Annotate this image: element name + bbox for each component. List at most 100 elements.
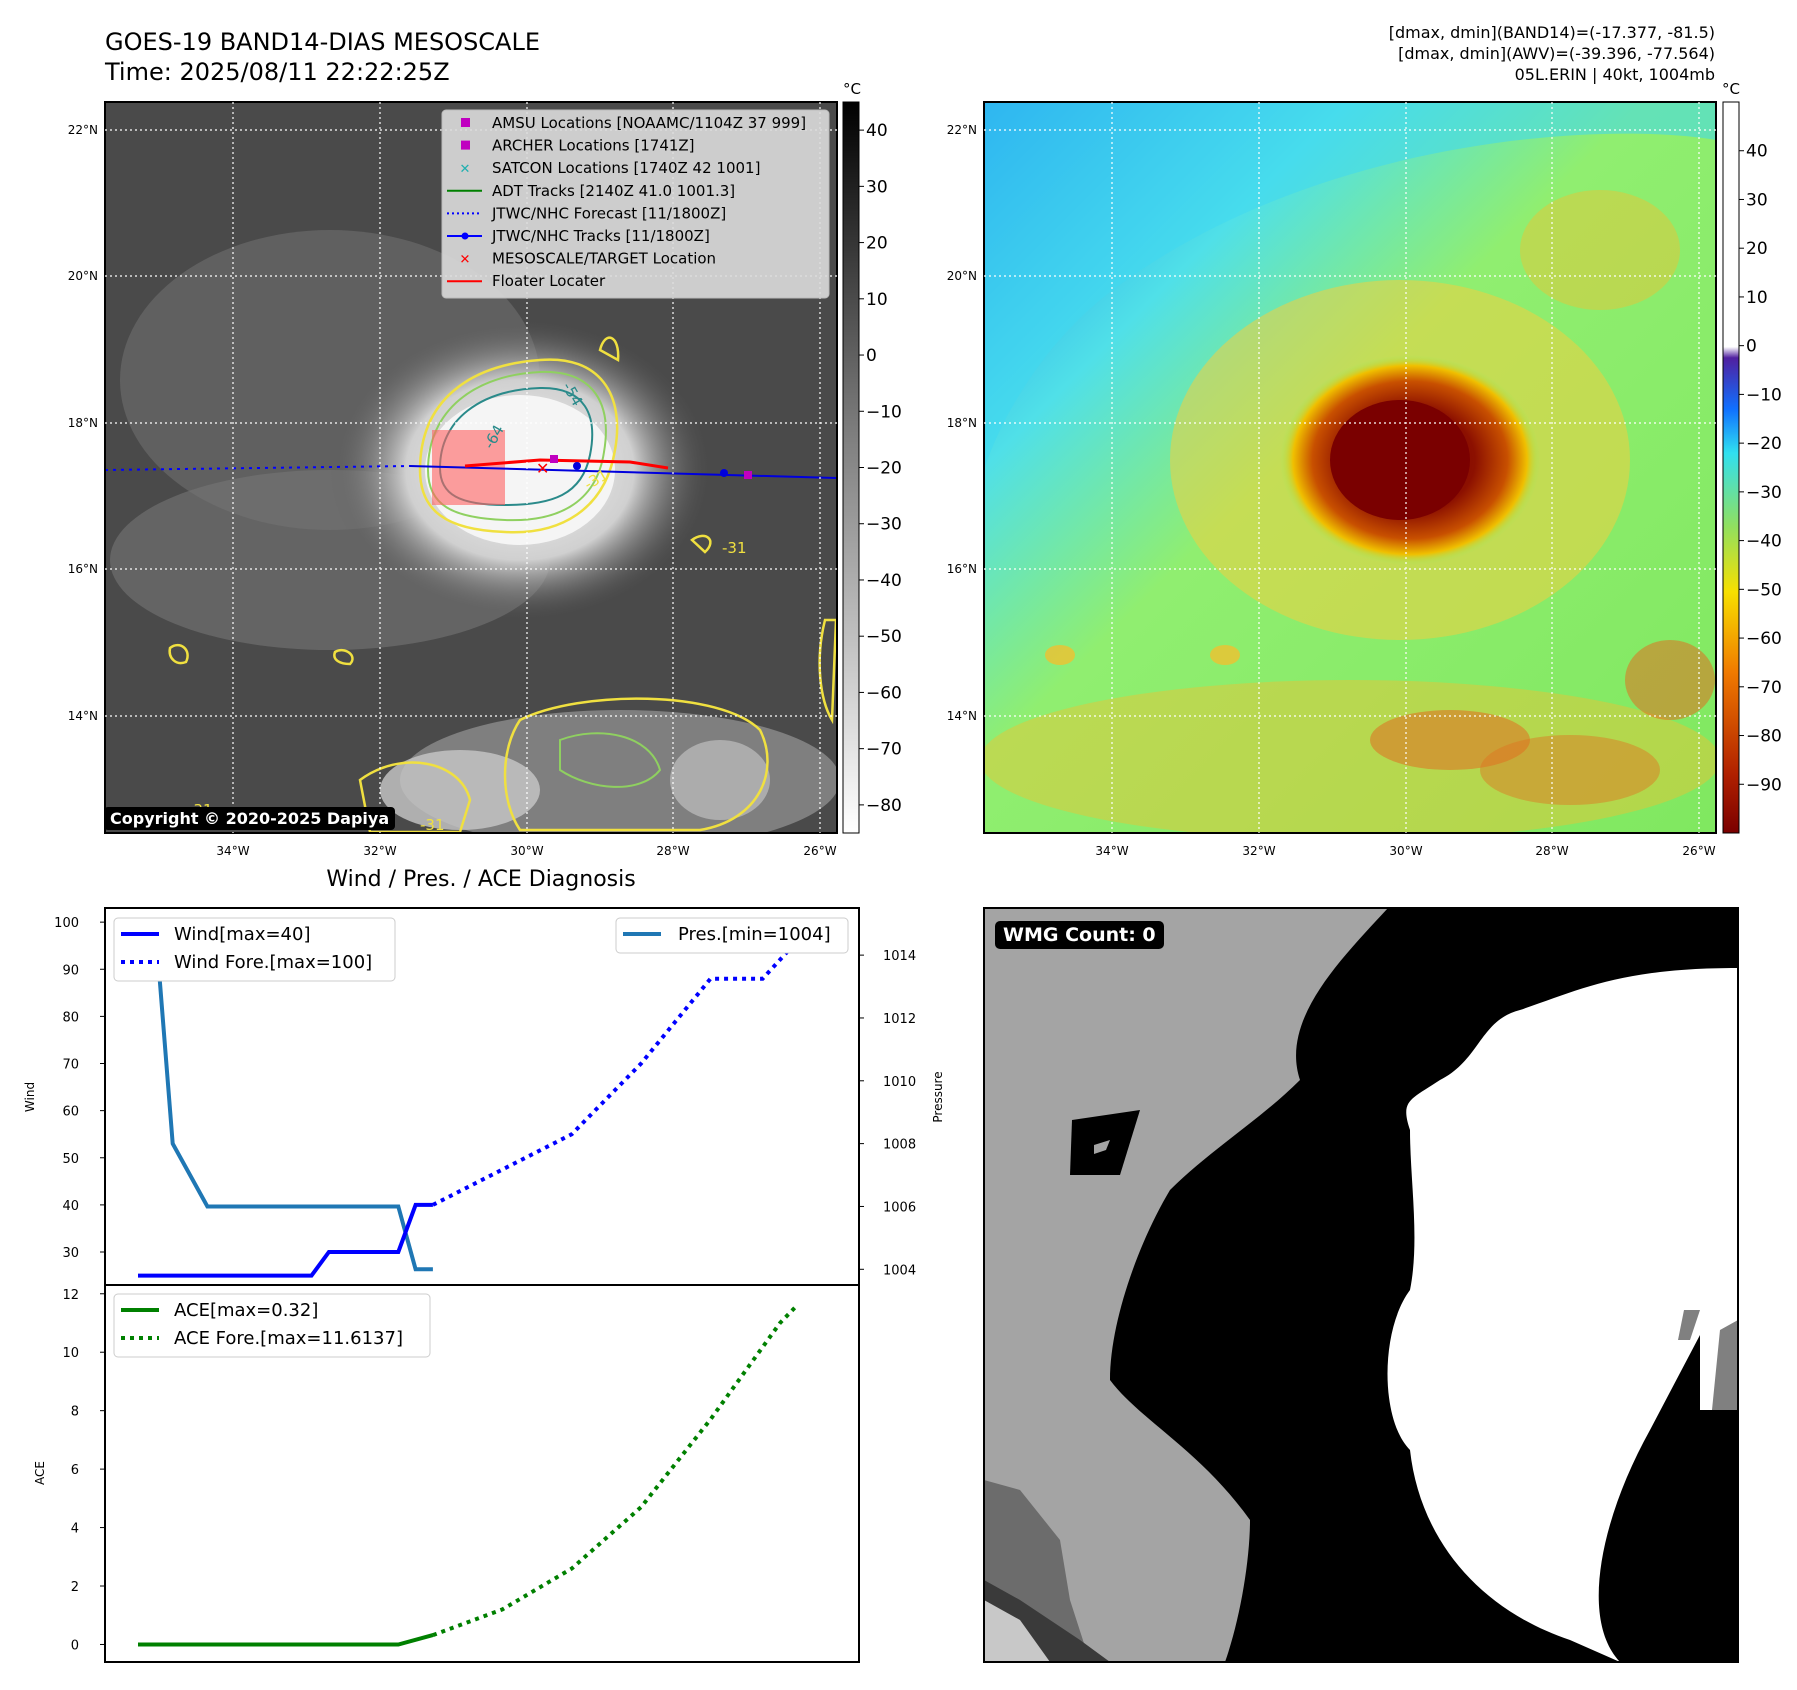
wind-tick-label: 100 xyxy=(54,916,79,931)
colorbar-tick-label: −80 xyxy=(1746,727,1782,747)
latitude-label: 16°N xyxy=(947,562,977,576)
map-legend-label: Floater Locater xyxy=(492,272,606,290)
longitude-label: 26°W xyxy=(803,844,836,858)
ir-map-panel: ✕ -64 -54 -31 -31 -31 -31 AMSU Locations… xyxy=(68,101,838,858)
ace-legend: ACE[max=0.32] ACE Fore.[max=11.6137] xyxy=(113,1293,431,1358)
latitude-label: 22°N xyxy=(68,123,98,137)
ace-chart: ACE 0 2 4 6 8 10 12 ACE[max=0.32] ACE Fore.[ma… xyxy=(33,1284,860,1663)
colorbar-tick-label: −70 xyxy=(866,740,902,760)
wind-tick-label: 30 xyxy=(62,1246,79,1261)
longitude-label: 32°W xyxy=(363,844,396,858)
ace-axis-label: ACE xyxy=(33,1461,47,1485)
wind-tick-label: 40 xyxy=(62,1199,79,1214)
pressure-legend: Pres.[min=1004] xyxy=(615,917,849,954)
pressure-axis-label: Pressure xyxy=(931,1071,945,1122)
colorbar-tick-label: −90 xyxy=(1746,775,1782,795)
legend-x-marker: ✕ xyxy=(460,253,471,268)
wind-tick-label: 60 xyxy=(62,1105,79,1120)
latitude-label: 14°N xyxy=(947,709,977,723)
map-legend-entry: ARCHER Locations [1741Z] xyxy=(461,137,695,155)
ace-tick-label: 6 xyxy=(71,1463,79,1478)
wind-forecast-line xyxy=(431,920,817,1207)
floater-line xyxy=(464,458,669,470)
latitude-label: 18°N xyxy=(947,416,977,430)
colorbar-tick-label: −60 xyxy=(1746,629,1782,649)
colorbar-tick-label: 30 xyxy=(1746,190,1768,210)
map-legend-entry: ✕ SATCON Locations [1740Z 42 1001] xyxy=(460,159,761,177)
map-legend-entry: Floater Locater xyxy=(447,272,606,290)
colorbar-tick-label: −30 xyxy=(1746,483,1782,503)
forecast-track-line xyxy=(105,465,411,471)
map-legend-label: AMSU Locations [NOAAMC/1104Z 37 999] xyxy=(492,114,806,132)
ace-tick-label: 2 xyxy=(71,1580,79,1595)
colorbar-tick-label: −50 xyxy=(1746,580,1782,600)
wind-tick-label: 50 xyxy=(62,1152,79,1167)
colorbar-tick-label: 40 xyxy=(1746,142,1768,162)
pressure-tick-label: 1014 xyxy=(883,949,916,964)
map-legend-entry: JTWC/NHC Tracks [11/1800Z] xyxy=(447,227,710,245)
figure-time: Time: 2025/08/11 22:22:25Z xyxy=(104,58,450,86)
awv-range: [dmax, dmin](AWV)=(-39.396, -77.564) xyxy=(1398,44,1715,63)
longitude-label: 30°W xyxy=(1389,844,1422,858)
contour-label: -31 xyxy=(420,816,445,834)
colorbar-tick-label: 40 xyxy=(866,121,888,141)
latitude-label: 20°N xyxy=(68,269,98,283)
colorbar-tick-label: −10 xyxy=(1746,385,1782,405)
colorbar-tick-label: −70 xyxy=(1746,678,1782,698)
pressure-tick-label: 1008 xyxy=(883,1138,916,1153)
latitude-label: 18°N xyxy=(68,416,98,430)
ace-tick-label: 12 xyxy=(62,1288,79,1303)
colorbar-tick-label: 0 xyxy=(866,346,877,366)
legend-pressure: Pres.[min=1004] xyxy=(678,924,831,945)
wind-axis-label: Wind xyxy=(23,1082,37,1112)
wind-legend: Wind[max=40] Wind Fore.[max=100] xyxy=(113,917,396,982)
longitude-label: 28°W xyxy=(1535,844,1568,858)
legend-wind: Wind[max=40] xyxy=(174,924,311,945)
legend-wind-fore: Wind Fore.[max=100] xyxy=(174,952,372,973)
colorbar-tick-label: −20 xyxy=(1746,434,1782,454)
colorbar-tick-label: −20 xyxy=(866,459,902,479)
colorbar-tick-label: −30 xyxy=(866,515,902,535)
contour-label: -31 xyxy=(722,539,747,557)
map-legend-label: ARCHER Locations [1741Z] xyxy=(492,137,695,155)
map-legend-label: JTWC/NHC Tracks [11/1800Z] xyxy=(491,227,710,245)
legend-ace: ACE[max=0.32] xyxy=(174,1300,318,1321)
storm-info: 05L.ERIN | 40kt, 1004mb xyxy=(1515,65,1715,84)
ace-tick-label: 0 xyxy=(71,1638,79,1653)
map-legend-entry: ADT Tracks [2140Z 41.0 1001.3] xyxy=(447,182,735,200)
ace-series-line xyxy=(138,1633,434,1647)
pressure-tick-label: 1012 xyxy=(883,1012,916,1027)
pressure-tick-label: 1006 xyxy=(883,1200,916,1215)
colorbar-tick-label: −40 xyxy=(1746,532,1782,552)
map-legend-label: SATCON Locations [1740Z 42 1001] xyxy=(492,159,760,177)
map-legend-label: MESOSCALE/TARGET Location xyxy=(492,250,716,268)
longitude-label: 30°W xyxy=(510,844,543,858)
colorbar-tick-label: −40 xyxy=(866,571,902,591)
diagnosis-title: Wind / Pres. / ACE Diagnosis xyxy=(326,867,635,892)
awv-colorbar: °C 40 30 20 10 0 −10 −20 −30 −40 −50 −60 −70 −80 −90 xyxy=(1722,80,1782,834)
ace-forecast-line xyxy=(432,1303,799,1637)
copyright-badge: Copyright © 2020-2025 Dapiya xyxy=(104,807,396,830)
wind-tick-label: 70 xyxy=(62,1058,79,1073)
latitude-label: 16°N xyxy=(68,562,98,576)
colorbar-tick-label: −60 xyxy=(866,683,902,703)
legend-x-marker: ✕ xyxy=(460,162,471,177)
longitude-label: 28°W xyxy=(656,844,689,858)
nhc-track-line xyxy=(409,465,837,479)
latitude-label: 20°N xyxy=(947,269,977,283)
colorbar-tick-label: 10 xyxy=(866,290,888,310)
ace-tick-label: 8 xyxy=(71,1405,79,1420)
colorbar-unit: °C xyxy=(843,80,861,98)
svg-text:✕: ✕ xyxy=(536,459,549,478)
band14-range: [dmax, dmin](BAND14)=(-17.377, -81.5) xyxy=(1389,23,1715,42)
wind-pressure-chart: Wind Pressure 30 40 50 60 70 80 90 100 1004 1006… xyxy=(23,907,945,1286)
longitude-label: 34°W xyxy=(216,844,249,858)
ace-tick-label: 4 xyxy=(71,1522,79,1537)
map-legend-entry: JTWC/NHC Forecast [11/1800Z] xyxy=(447,204,726,222)
colorbar-tick-label: 20 xyxy=(1746,239,1768,259)
awv-map-panel: 22°N 20°N 18°N 16°N 14°N 34°W 32°W 30°W 28°W 26°… xyxy=(947,101,1717,858)
latitude-label: 14°N xyxy=(68,709,98,723)
colorbar-tick-label: 0 xyxy=(1746,337,1757,357)
map-legend: AMSU Locations [NOAAMC/1104Z 37 999] ARCH… xyxy=(441,109,830,299)
wind-tick-label: 90 xyxy=(62,963,79,978)
